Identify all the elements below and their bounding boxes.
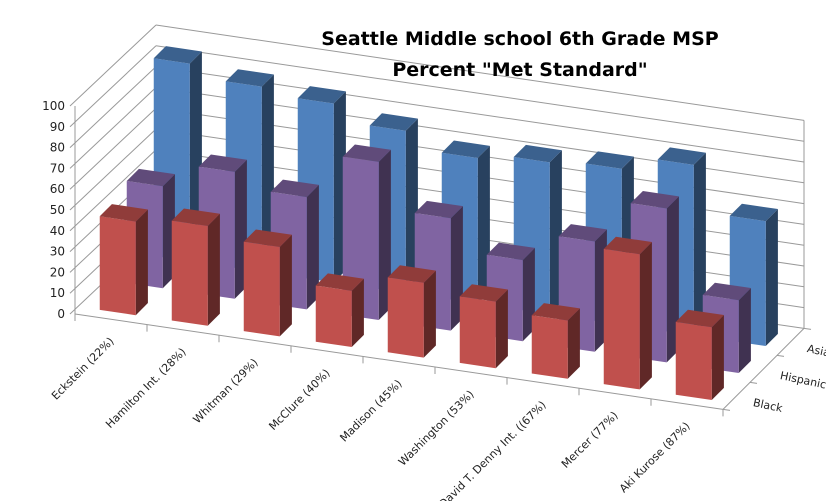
bar-black-7 (603, 248, 640, 390)
bar-hispanic-2-side (306, 184, 319, 310)
gridline-left-wall (69, 107, 157, 190)
y-tick-label: 0 (57, 307, 65, 321)
z-tick (722, 408, 731, 411)
bar-black-1-top (171, 208, 220, 226)
bar-asian-5-top (513, 144, 562, 163)
gridline-left-wall (69, 24, 157, 107)
chart-title-line-1: Seattle Middle school 6th Grade MSP (321, 28, 718, 50)
bar-black-7-top (603, 236, 652, 255)
gridline-back-wall (155, 45, 805, 142)
gridline-left-wall (69, 149, 157, 232)
y-tick-label: 40 (50, 224, 65, 238)
bar-hispanic-4-top (414, 200, 463, 219)
bar-black-4 (387, 277, 424, 358)
z-tick (749, 381, 758, 384)
y-tick-label: 30 (50, 245, 65, 259)
x-category-label: Aki Kurose (87%) (617, 420, 693, 496)
x-category-label: Eckstein (22%) (49, 335, 117, 403)
floor-front-edge (74, 313, 724, 410)
floor-right-edge (722, 328, 805, 410)
y-tick-label: 60 (50, 182, 65, 196)
bar-asian-7-top (657, 147, 706, 165)
bar-black-2 (243, 241, 280, 337)
bar-asian-4-top (441, 140, 490, 158)
x-category-label: Whitman (29%) (191, 356, 261, 426)
bar-black-3-side (351, 278, 364, 347)
bar-black-8 (675, 321, 712, 400)
y-tick-label: 80 (50, 141, 65, 155)
bar-asian-0-top (153, 46, 202, 64)
bar-asian-2-top (297, 86, 346, 104)
bar-black-5 (459, 296, 496, 369)
bars (99, 46, 778, 400)
bar-black-4-side (423, 270, 436, 358)
bar-hispanic-1-top (198, 154, 247, 172)
series-label-hispanic: Hispanic (779, 369, 826, 391)
bar-asian-3-top (369, 113, 418, 131)
x-category-label: Hamilton Int. (28%) (103, 345, 188, 430)
bar-black-6 (531, 315, 568, 379)
bar-black-5-side (495, 289, 508, 369)
bar-black-3-top (315, 273, 364, 291)
bar-black-0-side (135, 209, 148, 316)
bar-hispanic-2-top (270, 179, 319, 198)
bar-black-8-side (711, 315, 724, 400)
x-category-label: McClure (40%) (266, 367, 332, 433)
bar-black-5-top (459, 284, 508, 302)
gridline-left-wall (69, 66, 157, 148)
chart-title-line-2: Percent "Met Standard" (392, 59, 647, 81)
x-category-label: Washington (53%) (396, 388, 477, 469)
bar-hispanic-8-top (702, 282, 751, 301)
x-category-label: Mercer (77%) (559, 409, 621, 471)
bar-black-3 (315, 285, 352, 347)
y-tick-label: 10 (50, 286, 65, 300)
gridline-back-wall (155, 24, 805, 121)
bar-black-7-side (639, 242, 652, 390)
gridline-left-wall (69, 87, 157, 169)
bar-black-1 (171, 220, 208, 326)
bar-black-2-top (243, 229, 292, 247)
y-tick-label: 90 (50, 120, 65, 134)
bar-asian-8-side (765, 209, 778, 346)
y-tick-label: 100 (42, 99, 65, 113)
bar-asian-1-top (225, 69, 274, 87)
series-label-black: Black (752, 396, 784, 415)
bar-black-0 (99, 216, 136, 316)
bar-hispanic-7-side (666, 196, 679, 363)
bar-black-6-side (567, 308, 580, 379)
bar-black-1-side (207, 213, 220, 326)
bar-black-2-side (279, 234, 292, 337)
bar-hispanic-8-side (738, 288, 751, 373)
y-tick-label: 20 (50, 265, 65, 279)
bar-hispanic-6-top (558, 224, 607, 242)
z-tick (803, 327, 812, 330)
bar-black-6-top (531, 303, 580, 321)
series-label-asian: Asian (806, 342, 826, 361)
y-tick-label: 70 (50, 161, 65, 175)
bar-hispanic-7-top (630, 191, 679, 209)
bar-hispanic-3-top (342, 144, 391, 162)
bar-asian-6-top (585, 151, 634, 169)
bar-black-4-top (387, 265, 436, 283)
bar-asian-8-top (729, 203, 778, 222)
z-tick (776, 354, 785, 357)
bar-black-8-top (675, 309, 724, 328)
gridline-left-wall (69, 128, 157, 211)
bar-asian-7-side (693, 152, 706, 336)
bar-hispanic-0-top (126, 168, 175, 187)
bar-black-0-top (99, 204, 148, 222)
bar-hispanic-5-top (486, 242, 535, 261)
y-tick-label: 50 (50, 203, 65, 217)
x-category-label: Madison (45%) (337, 377, 404, 444)
gridline-left-wall (69, 45, 157, 128)
